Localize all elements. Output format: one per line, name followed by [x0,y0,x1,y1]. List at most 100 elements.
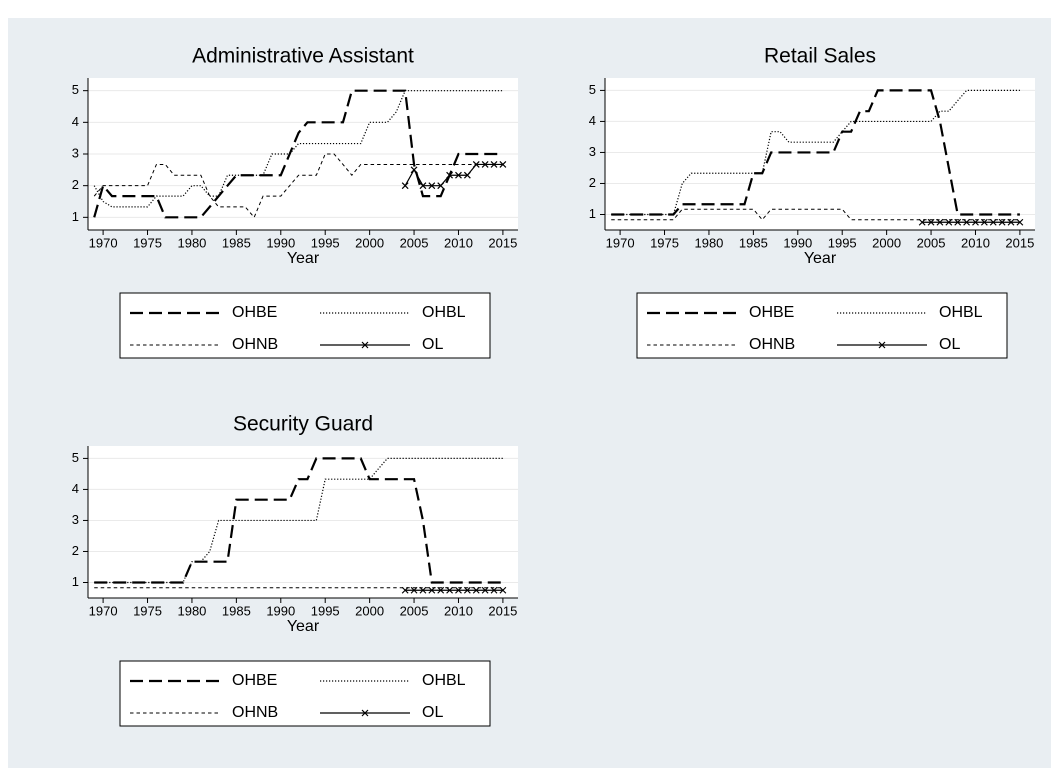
x-tick-label: 2005 [917,235,946,250]
x-tick-label: 1980 [177,603,206,618]
point-marker [463,171,471,179]
y-tick-label: 2 [72,177,79,192]
point-marker [410,586,418,594]
point-marker [410,166,418,174]
point-marker [972,218,979,226]
point-marker [1007,218,1015,226]
point-marker [989,218,997,226]
x-tick-label: 2010 [444,603,473,618]
point-marker [980,218,988,226]
x-axis-label: Year [287,618,320,635]
x-tick-label: 1975 [133,235,162,250]
legend-label: OHNB [232,336,278,353]
series-line [611,89,1020,216]
y-tick-label: 4 [72,481,79,496]
point-marker [1016,218,1024,226]
point-marker [499,586,507,594]
point-marker [490,586,498,594]
point-marker [446,586,454,594]
point-marker [918,218,926,226]
x-tick-label: 2015 [488,235,517,250]
x-tick-label: 1985 [739,235,768,250]
chart-title: Security Guard [233,413,373,436]
x-tick-label: 1990 [266,235,295,250]
x-tick-label: 1970 [89,603,118,618]
legend-label: OHBL [422,304,466,321]
y-tick-label: 4 [589,113,596,128]
series-line [93,89,503,219]
x-tick-label: 1975 [650,235,679,250]
x-tick-label: 1990 [266,603,295,618]
x-tick-label: 2000 [355,235,384,250]
chart-title: Retail Sales [764,45,876,68]
legend-label: OHNB [749,336,795,353]
y-tick-label: 5 [589,82,596,97]
point-marker [998,218,1006,226]
legend-label: OHBL [939,304,983,321]
x-tick-label: 2005 [400,603,429,618]
y-tick-label: 3 [72,145,79,160]
y-tick-label: 1 [72,574,79,589]
point-marker [936,218,944,226]
x-tick-label: 1995 [311,603,340,618]
legend-label: OL [939,336,960,353]
x-tick-label: 1985 [222,603,251,618]
x-tick-label: 1980 [177,235,206,250]
x-tick-label: 1995 [311,235,340,250]
legend-label: OHBE [232,672,277,689]
legend [119,660,491,727]
x-tick-label: 1985 [222,235,251,250]
series-line [94,457,503,584]
x-tick-label: 1990 [783,235,812,250]
point-marker [463,586,471,594]
y-tick-label: 4 [72,114,79,129]
point-marker [481,586,489,594]
point-marker [419,182,427,190]
series-line [93,153,503,219]
x-tick-label: 1980 [694,235,723,250]
point-marker [499,161,507,168]
legend-marker [361,341,369,349]
legend [636,292,1008,359]
y-tick-label: 2 [589,175,596,190]
x-tick-label: 2015 [1005,235,1034,250]
x-tick-label: 1975 [133,603,162,618]
x-tick-label: 2005 [400,235,429,250]
plot-area [88,446,518,598]
x-tick-label: 2015 [488,603,517,618]
y-tick-label: 1 [72,209,79,224]
point-marker [428,182,436,190]
point-marker [455,586,462,594]
x-axis-label: Year [287,250,320,267]
x-tick-label: 2000 [872,235,901,250]
y-tick-label: 3 [72,512,79,527]
y-tick-label: 1 [589,206,596,221]
y-tick-label: 3 [589,144,596,159]
x-tick-label: 1995 [828,235,857,250]
plot-area [605,78,1035,230]
point-marker [437,586,445,594]
legend-label: OL [422,336,443,353]
x-tick-label: 2010 [444,235,473,250]
x-tick-label: 2010 [961,235,990,250]
point-marker [963,218,971,226]
point-marker [419,586,427,594]
y-tick-label: 2 [72,543,79,558]
legend-label: OHNB [232,704,278,721]
legend-label: OL [422,704,443,721]
legend-label: OHBL [422,672,466,689]
point-marker [472,161,480,168]
point-marker [927,218,935,226]
legend-marker [361,709,369,717]
legend-label: OHBE [749,304,794,321]
point-marker [945,218,953,226]
point-marker [472,586,480,594]
point-marker [455,171,462,179]
y-tick-label: 5 [72,450,79,465]
point-marker [954,218,962,226]
point-marker [401,586,409,594]
legend [119,292,491,359]
legend-label: OHBE [232,304,277,321]
point-marker [437,182,445,190]
